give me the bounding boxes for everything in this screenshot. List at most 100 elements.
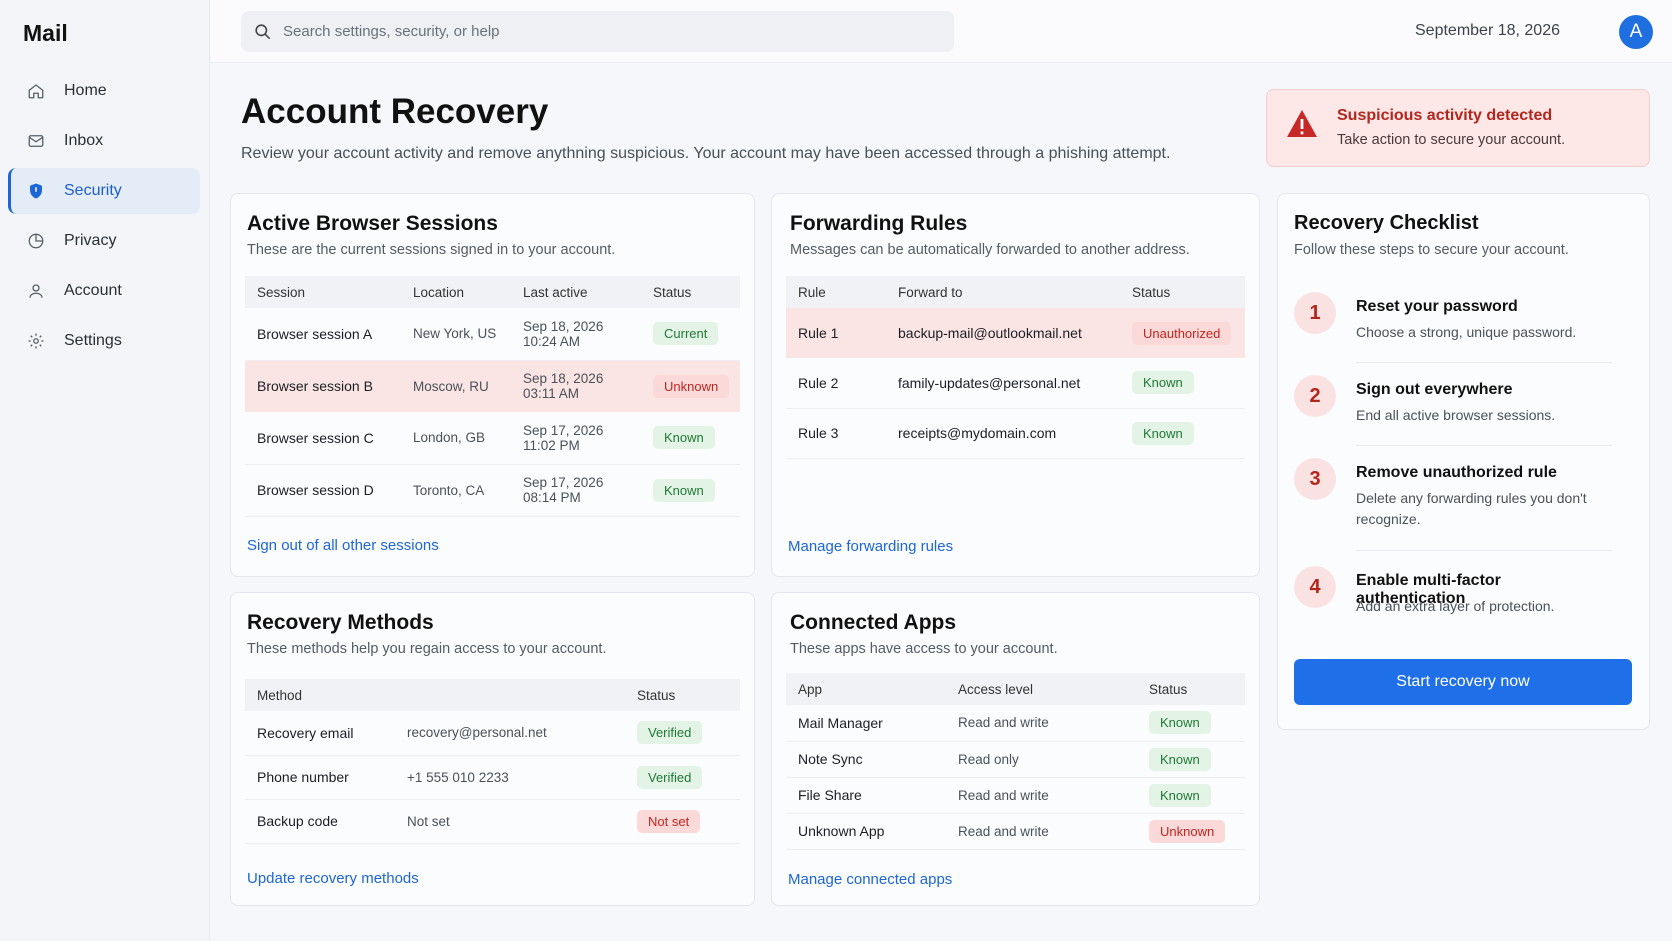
- manage-forwarding-link[interactable]: Manage forwarding rules: [788, 538, 954, 555]
- sidebar-item-inbox[interactable]: Inbox: [8, 118, 200, 164]
- suspicious-activity-alert: Suspicious activity detected Take action…: [1266, 89, 1650, 167]
- step-title: Reset your password: [1356, 298, 1518, 315]
- sidebar-item-home[interactable]: Home: [8, 68, 200, 114]
- app-status: Unknown: [1137, 813, 1245, 850]
- table-row[interactable]: Browser session C London, GB Sep 17, 202…: [245, 412, 740, 465]
- table-row[interactable]: Note Sync Read only Known: [786, 741, 1245, 778]
- method-name: Recovery email: [245, 711, 395, 756]
- table-row[interactable]: Recovery email recovery@personal.net Ver…: [245, 711, 740, 756]
- table-row[interactable]: File Share Read and write Known: [786, 777, 1245, 814]
- method-status: Not set: [625, 799, 740, 844]
- divider: [1356, 362, 1612, 363]
- divider: [1356, 445, 1612, 446]
- status-badge: Known: [1132, 371, 1194, 395]
- rule-name: Rule 1: [786, 308, 886, 358]
- table-row[interactable]: Rule 1 backup-mail@outlookmail.net Unaut…: [786, 308, 1245, 358]
- step-text: Delete any forwarding rules you don't re…: [1356, 490, 1587, 527]
- card-subtitle: Follow these steps to secure your accoun…: [1294, 242, 1569, 258]
- pie-chart-icon: [26, 231, 46, 251]
- method-value: recovery@personal.net: [395, 711, 625, 756]
- sidebar-item-label: Account: [64, 282, 122, 299]
- table-row[interactable]: Browser session B Moscow, RU Sep 18, 202…: [245, 360, 740, 412]
- top-bar: September 18, 2026 A: [211, 0, 1672, 63]
- method-status: Verified: [625, 711, 740, 756]
- sidebar-item-settings[interactable]: Settings: [8, 318, 200, 364]
- session-name: Browser session C: [245, 412, 401, 465]
- session-last-active: Sep 18, 2026 10:24 AM: [511, 308, 641, 361]
- method-value: Not set: [395, 799, 625, 844]
- table-row[interactable]: Browser session D Toronto, CA Sep 17, 20…: [245, 464, 740, 517]
- forwarding-card: Forwarding Rules Messages can be automat…: [771, 193, 1260, 577]
- step-number: 3: [1294, 458, 1336, 500]
- divider: [1356, 550, 1612, 551]
- step-number: 1: [1294, 292, 1336, 334]
- search-input[interactable]: [283, 23, 923, 40]
- status-badge: Known: [653, 478, 715, 502]
- sidebar-item-label: Home: [64, 82, 107, 99]
- sidebar-nav: Home Inbox Security Privacy Account Sett…: [8, 68, 200, 368]
- sidebar-item-privacy[interactable]: Privacy: [8, 218, 200, 264]
- avatar[interactable]: A: [1619, 15, 1653, 49]
- alert-title: Suspicious activity detected: [1337, 107, 1553, 124]
- table-row[interactable]: Mail Manager Read and write Known: [786, 705, 1245, 742]
- table-row[interactable]: Browser session A New York, US Sep 18, 2…: [245, 308, 740, 361]
- column-header: Status: [641, 276, 740, 308]
- session-status: Known: [641, 412, 740, 465]
- session-name: Browser session D: [245, 464, 401, 517]
- card-title: Connected Apps: [790, 611, 957, 634]
- status-badge: Current: [653, 322, 719, 346]
- update-recovery-methods-link[interactable]: Update recovery methods: [247, 870, 419, 887]
- sign-out-all-link[interactable]: Sign out of all other sessions: [247, 537, 439, 554]
- app-name: Unknown App: [786, 813, 946, 850]
- session-name: Browser session A: [245, 308, 401, 361]
- page-subtitle: Review your account activity and remove …: [241, 145, 1171, 162]
- card-title: Recovery Methods: [247, 611, 434, 634]
- recovery-checklist-card: Recovery Checklist Follow these steps to…: [1277, 193, 1650, 730]
- column-header: Session: [245, 276, 401, 308]
- sidebar-item-label: Settings: [64, 332, 122, 349]
- sidebar-item-label: Privacy: [64, 232, 117, 249]
- app-name: File Share: [786, 777, 946, 814]
- table-row[interactable]: Rule 2 family-updates@personal.net Known: [786, 358, 1245, 409]
- session-location: London, GB: [401, 412, 511, 465]
- method-status: Verified: [625, 755, 740, 800]
- sidebar-item-account[interactable]: Account: [8, 268, 200, 314]
- sidebar-item-security[interactable]: Security: [8, 168, 200, 214]
- status-badge: Unauthorized: [1132, 321, 1232, 345]
- session-date: Sep 17, 2026: [523, 475, 604, 490]
- step-text: End all active browser sessions.: [1356, 407, 1556, 423]
- current-date: September 18, 2026: [1415, 22, 1560, 39]
- table-row[interactable]: Unknown App Read and write Unknown: [786, 813, 1245, 850]
- table-row[interactable]: Phone number +1 555 010 2233 Verified: [245, 755, 740, 800]
- manage-connected-apps-link[interactable]: Manage connected apps: [788, 871, 953, 888]
- card-subtitle: These methods help you regain access to …: [247, 641, 607, 657]
- status-badge: Unknown: [1149, 819, 1226, 843]
- sidebar: Mail Home Inbox Security Privacy Account…: [0, 0, 210, 941]
- card-title: Active Browser Sessions: [247, 212, 498, 235]
- recovery-methods-table: Method Status Recovery email recovery@pe…: [245, 679, 740, 844]
- app-status: Known: [1137, 741, 1245, 778]
- column-header: Forward to: [886, 276, 1120, 308]
- status-badge: Known: [1132, 421, 1194, 445]
- status-badge: Known: [1149, 747, 1211, 771]
- search-box[interactable]: [241, 11, 954, 52]
- status-badge: Verified: [637, 721, 703, 745]
- step-text: Choose a strong, unique password.: [1356, 324, 1577, 340]
- recovery-methods-card: Recovery Methods These methods help you …: [230, 592, 755, 906]
- session-time: 10:24 AM: [523, 333, 581, 349]
- rule-forward-to: backup-mail@outlookmail.net: [886, 308, 1120, 358]
- step-title: Sign out everywhere: [1356, 381, 1513, 398]
- status-badge: Verified: [637, 765, 703, 789]
- step-number: 2: [1294, 375, 1336, 417]
- rule-name: Rule 2: [786, 358, 886, 409]
- status-badge: Not set: [637, 809, 701, 833]
- connected-apps-table: App Access level Status Mail Manager Rea…: [786, 673, 1245, 850]
- column-header: Last active: [511, 276, 641, 308]
- session-status: Current: [641, 308, 740, 361]
- table-row[interactable]: Rule 3 receipts@mydomain.com Known: [786, 408, 1245, 459]
- method-value: +1 555 010 2233: [395, 755, 625, 800]
- session-status: Known: [641, 464, 740, 517]
- session-last-active: Sep 17, 2026 08:14 PM: [511, 464, 641, 517]
- start-recovery-button[interactable]: Start recovery now: [1294, 659, 1632, 705]
- table-row[interactable]: Backup code Not set Not set: [245, 799, 740, 844]
